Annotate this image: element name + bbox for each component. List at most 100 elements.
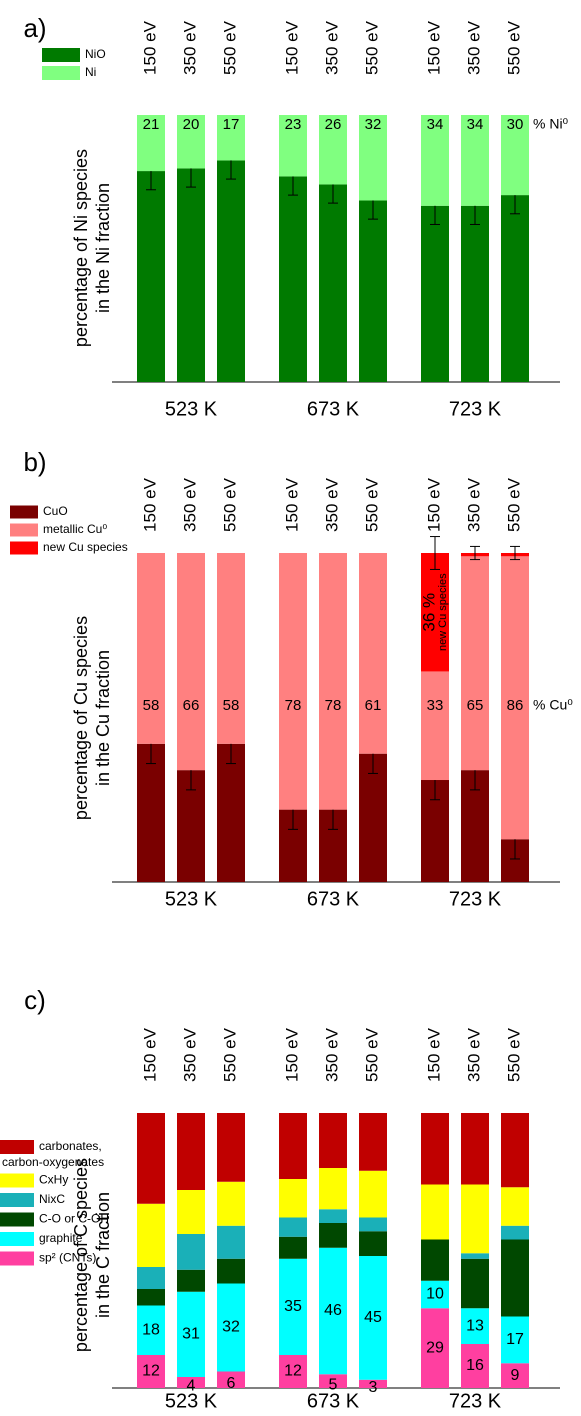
- energy-label: 150 eV: [282, 477, 301, 532]
- legend-label: NixC: [39, 1192, 65, 1206]
- error-bar: [510, 545, 520, 561]
- bar-segment: [421, 115, 449, 206]
- value-label: 78: [285, 697, 302, 714]
- y-axis-label: in the Ni fraction: [93, 183, 113, 313]
- value-label: 45: [364, 1309, 382, 1326]
- legend-swatch: [0, 1173, 34, 1188]
- energy-label: 350 eV: [464, 1027, 483, 1082]
- bar-segment: [217, 115, 245, 161]
- bar-segment: [319, 1223, 347, 1248]
- value-label: 61: [365, 697, 382, 714]
- energy-label: 550 eV: [362, 20, 381, 75]
- value-label: 46: [324, 1302, 342, 1319]
- annotation: % Cu⁰: [533, 697, 573, 713]
- group-label: 523 K: [165, 1390, 218, 1412]
- bar-segment: [359, 1113, 387, 1171]
- bar-segment: [217, 160, 245, 382]
- annotation: % Ni⁰: [533, 116, 569, 132]
- legend-swatch: [42, 48, 80, 62]
- bar-segment: [279, 1113, 307, 1179]
- bar-segment: [319, 1168, 347, 1210]
- energy-label: 150 eV: [282, 20, 301, 75]
- bar-segment: [421, 1239, 449, 1281]
- energy-label: 550 eV: [504, 1027, 523, 1082]
- value-label: 10: [426, 1286, 444, 1303]
- bar-segment: [461, 1184, 489, 1254]
- bar-segment: [279, 1258, 307, 1355]
- legend-swatch: [0, 1140, 34, 1154]
- bar-segment: [359, 200, 387, 382]
- bar-segment: [461, 1308, 489, 1344]
- value-label: 86: [507, 697, 524, 714]
- legend-label: C-O or C-OH: [39, 1212, 109, 1226]
- energy-label: 550 eV: [362, 1027, 381, 1082]
- bar-segment: [359, 1217, 387, 1232]
- energy-label: 550 eV: [504, 20, 523, 75]
- bar-segment: [359, 115, 387, 201]
- group-label: 723 K: [449, 1390, 502, 1412]
- legend-label: CxHy: [39, 1173, 68, 1187]
- legend-label: CuO: [43, 504, 68, 518]
- bar-segment: [359, 1379, 387, 1388]
- energy-label: 350 eV: [322, 1027, 341, 1082]
- legend-swatch: [0, 1232, 34, 1246]
- energy-label: 550 eV: [504, 477, 523, 532]
- value-label: 4: [187, 1378, 196, 1395]
- bar-segment: [359, 753, 387, 882]
- bar-segment: [421, 205, 449, 382]
- bar-segment: [137, 743, 165, 882]
- y-axis-label: in the C fraction: [93, 1192, 113, 1318]
- value-label: 32: [365, 116, 382, 133]
- group-label: 523 K: [165, 398, 218, 420]
- bar-segment: [217, 553, 245, 744]
- bar-segment: [501, 1225, 529, 1240]
- bar-segment: [217, 1258, 245, 1284]
- bar-segment: [501, 195, 529, 382]
- bar-segment: [217, 1371, 245, 1388]
- bar-segment: [137, 553, 165, 744]
- bar-segment: [421, 671, 449, 781]
- group-label: 673 K: [307, 1390, 360, 1412]
- bar-segment: [177, 168, 205, 382]
- bar-segment: [421, 1113, 449, 1185]
- bar-segment: [137, 1113, 165, 1204]
- panel-label: a): [23, 13, 46, 43]
- energy-label: 550 eV: [220, 20, 239, 75]
- bar-segment: [501, 556, 529, 840]
- y-axis-label: in the Cu fraction: [93, 650, 113, 786]
- value-label: 58: [143, 697, 160, 714]
- energy-label: 350 eV: [464, 477, 483, 532]
- legend-swatch: [0, 1251, 34, 1266]
- bar-segment: [137, 1203, 165, 1267]
- value-label: 3: [369, 1379, 378, 1396]
- value-label: 20: [183, 116, 200, 133]
- bar-segment: [461, 205, 489, 382]
- energy-label: 350 eV: [180, 1027, 199, 1082]
- legend-label-line: carbonates,: [39, 1139, 105, 1153]
- bar-segment: [137, 1267, 165, 1289]
- legend-label: new Cu species: [43, 540, 128, 554]
- bar-segment: [421, 1308, 449, 1388]
- panel-label: c): [24, 985, 46, 1015]
- bar-segment: [177, 1234, 205, 1270]
- energy-label: 150 eV: [140, 1027, 159, 1082]
- y-axis-label: percentage of C species: [71, 1158, 91, 1352]
- value-label: 34: [427, 116, 444, 133]
- legend-label: graphite: [39, 1231, 83, 1245]
- bar-segment: [279, 1355, 307, 1388]
- energy-label: 350 eV: [322, 20, 341, 75]
- bar-segment: [137, 115, 165, 172]
- bar-segment: [137, 171, 165, 382]
- bar-segment: [359, 1231, 387, 1256]
- legend-label: sp² (CNTs): [39, 1251, 96, 1265]
- value-label: 78: [325, 697, 342, 714]
- value-label: 12: [142, 1363, 160, 1380]
- bar-segment: [461, 556, 489, 771]
- bar-segment: [177, 115, 205, 169]
- legend-label: metallic Cu⁰: [43, 522, 107, 536]
- bar-segment: [217, 1225, 245, 1259]
- bar-segment: [177, 1190, 205, 1234]
- value-label: 16: [466, 1357, 484, 1374]
- value-label: 17: [223, 116, 240, 133]
